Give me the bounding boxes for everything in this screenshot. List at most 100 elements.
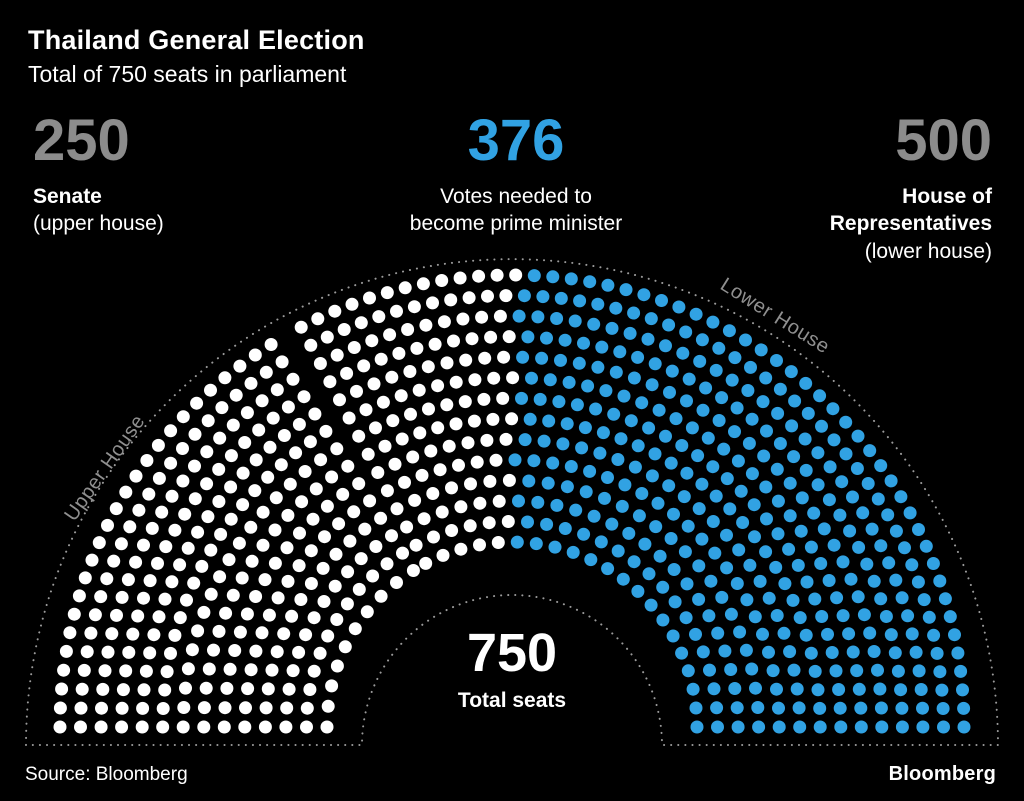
seat-dot: [645, 469, 659, 483]
seat-dot: [320, 499, 334, 513]
seat-dot: [308, 407, 322, 421]
seat-dot: [834, 720, 848, 734]
seat-dot: [730, 701, 744, 715]
seat-dot: [832, 683, 846, 696]
seat-dot: [456, 312, 470, 326]
seat-dot: [874, 539, 888, 553]
seat-dot: [465, 332, 479, 346]
seat-dot: [734, 484, 748, 498]
seat-dot: [462, 291, 476, 305]
seat-dot: [424, 444, 438, 458]
seat-dot: [884, 474, 898, 488]
seat-dot: [558, 333, 572, 347]
seat-dot: [509, 268, 523, 282]
seat-dot: [156, 720, 170, 734]
seat-dot: [261, 682, 275, 696]
seat-dot: [300, 701, 314, 715]
seat-dot: [122, 645, 136, 659]
seat-dot: [798, 432, 812, 446]
seat-dot: [546, 270, 560, 284]
seat-dot: [628, 460, 642, 474]
seat-dot: [663, 385, 676, 399]
seat-dot: [611, 544, 625, 558]
seat-dot: [888, 646, 902, 660]
seat-dot: [836, 555, 850, 569]
seat-dot: [328, 579, 342, 593]
seat-dot: [437, 315, 451, 329]
seat-dot: [744, 360, 757, 374]
seat-dot: [404, 407, 417, 421]
seat-dot: [867, 574, 881, 588]
seat-dot: [708, 546, 722, 560]
seat-dot: [109, 502, 123, 516]
seat-dot: [367, 377, 381, 391]
seat-dot: [583, 464, 597, 478]
seat-dot: [836, 609, 850, 623]
seat-dot: [706, 515, 720, 528]
seat-dot: [852, 540, 866, 554]
seat-dot: [614, 432, 628, 446]
seat-dot: [905, 627, 919, 641]
seat-dot: [787, 450, 801, 464]
seat-dot: [541, 476, 555, 490]
seat-dot: [304, 544, 318, 558]
seat-dot: [720, 528, 733, 542]
seat-dot: [77, 663, 91, 677]
seat-dot: [256, 538, 270, 552]
seat-dot: [933, 665, 947, 679]
seat-dot: [535, 351, 549, 365]
seat-dot: [702, 609, 716, 623]
seat-dot: [390, 304, 403, 318]
seat-dot: [143, 574, 157, 588]
seat-dot: [799, 628, 813, 642]
seat-dot: [938, 592, 952, 606]
seat-dot: [461, 436, 475, 450]
seat-dot: [954, 664, 968, 678]
seat-dot: [649, 520, 663, 534]
seat-dot: [601, 562, 615, 576]
seat-dot: [244, 663, 258, 677]
seat-dot: [540, 331, 553, 345]
seat-dot: [851, 590, 865, 604]
seat-dot: [181, 541, 195, 555]
seat-dot: [787, 663, 801, 677]
seat-dot: [369, 540, 383, 553]
seat-dot: [444, 293, 458, 307]
seat-dot: [101, 518, 114, 532]
seat-dot: [63, 626, 77, 640]
seat-dot: [140, 454, 154, 467]
seat-dot: [672, 300, 686, 314]
seat-dot: [801, 406, 815, 420]
seat-dot: [463, 519, 477, 533]
seat-dot: [236, 498, 250, 512]
seat-dot: [213, 431, 227, 445]
seat-dot: [844, 572, 858, 586]
seat-dot: [248, 348, 262, 362]
seat-dot: [396, 546, 409, 560]
stat-house: 500 House of Representatives (lower hous…: [830, 112, 992, 265]
seat-dot: [255, 626, 269, 640]
seat-dot: [281, 400, 295, 414]
seat-dot: [617, 389, 631, 403]
seat-dot: [850, 664, 864, 678]
seat-dot: [304, 577, 318, 590]
seat-dot: [107, 554, 121, 568]
seat-dot: [299, 628, 313, 642]
seat-dot: [499, 289, 513, 303]
seat-dot: [317, 595, 331, 608]
seat-dot: [546, 456, 560, 470]
seat-dot: [470, 455, 484, 469]
seat-dot: [482, 516, 496, 530]
seat-dot: [743, 558, 757, 572]
seat-dot: [354, 316, 368, 330]
seat-dot: [342, 411, 356, 425]
seat-dot: [635, 396, 649, 410]
seat-dot: [440, 398, 454, 412]
seat-dot: [350, 384, 363, 398]
seat-dot: [240, 607, 254, 621]
seat-dot: [793, 611, 807, 625]
seat-dot: [233, 625, 247, 639]
seat-dot: [454, 542, 468, 556]
seat-dot: [388, 457, 402, 471]
